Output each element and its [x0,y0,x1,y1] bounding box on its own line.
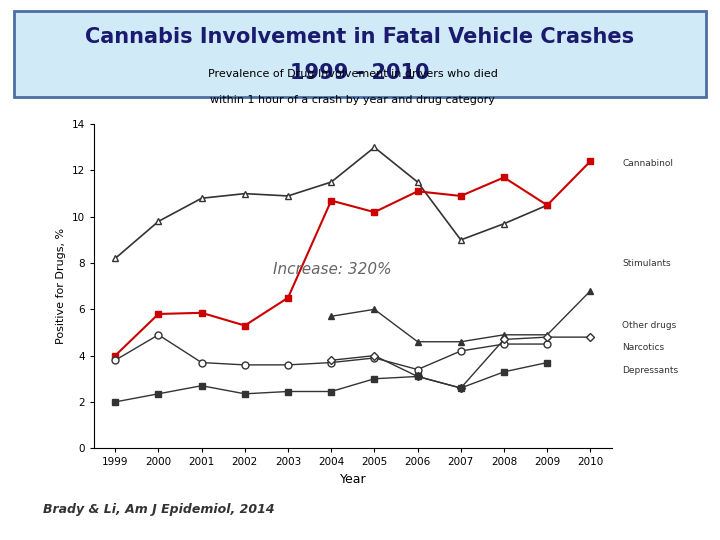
Text: Brady & Li, Am J Epidemiol, 2014: Brady & Li, Am J Epidemiol, 2014 [43,503,275,516]
Text: Stimulants: Stimulants [622,259,671,268]
Text: Increase: 320%: Increase: 320% [273,262,392,278]
Text: Other drugs: Other drugs [622,321,677,329]
FancyBboxPatch shape [14,11,706,97]
X-axis label: Year: Year [340,473,366,486]
Text: Cannabinol: Cannabinol [622,159,673,167]
Text: Narcotics: Narcotics [622,343,665,352]
Text: Cannabis Involvement in Fatal Vehicle Crashes: Cannabis Involvement in Fatal Vehicle Cr… [86,26,634,47]
Text: Depressants: Depressants [622,366,678,375]
Text: Prevalence of Drug Involvement in drivers who died: Prevalence of Drug Involvement in driver… [208,69,498,79]
Text: within 1 hour of a crash by year and drug category: within 1 hour of a crash by year and dru… [210,94,495,105]
Y-axis label: Positive for Drugs, %: Positive for Drugs, % [55,228,66,345]
Text: 1999 - 2010: 1999 - 2010 [290,63,430,83]
